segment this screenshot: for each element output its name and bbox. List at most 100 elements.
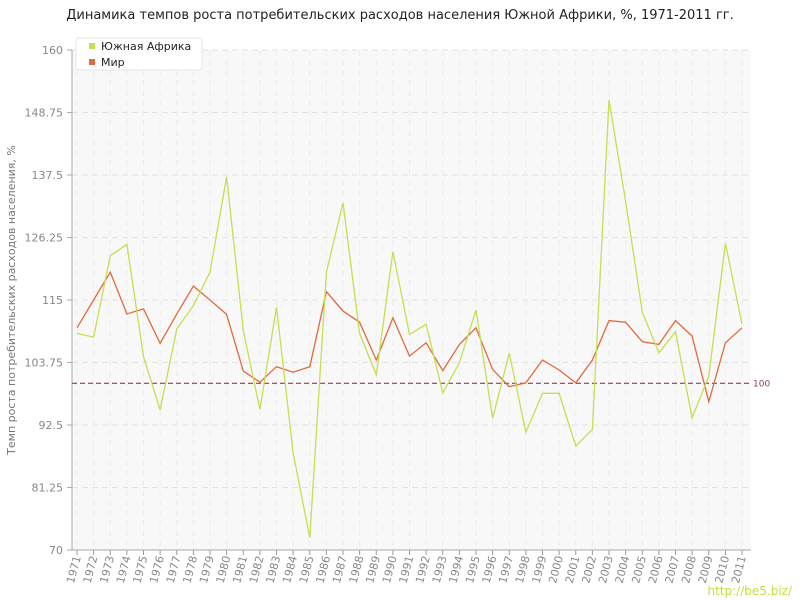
series-point-1 [740, 326, 743, 329]
series-point-1 [707, 400, 710, 403]
series-point-1 [641, 340, 644, 343]
series-point-1 [242, 370, 245, 373]
series-point-0 [242, 329, 245, 332]
series-point-0 [225, 175, 228, 178]
series-line-0 [76, 99, 743, 538]
series-point-0 [657, 351, 660, 354]
series-point-1 [192, 285, 195, 288]
series-lines [75, 98, 743, 538]
series-point-1 [508, 385, 511, 388]
series-point-1 [624, 321, 627, 324]
series-point-1 [292, 371, 295, 374]
chart-title: Динамика темпов роста потребительских ра… [66, 8, 734, 23]
series-point-0 [674, 330, 677, 333]
series-point-1 [175, 312, 178, 315]
axes [67, 49, 751, 555]
series-point-0 [208, 271, 211, 274]
y-tick-label: 70 [49, 544, 63, 557]
watermark[interactable]: http://be5.biz/ [695, 583, 800, 600]
series-point-1 [558, 368, 561, 371]
series-point-0 [558, 392, 561, 395]
series-point-0 [524, 431, 527, 434]
series-point-1 [441, 369, 444, 372]
series-point-1 [275, 365, 278, 368]
series-point-0 [292, 451, 295, 454]
x-tick-labels: 1971197219731974197519761977197819791980… [64, 554, 749, 584]
series-point-1 [159, 342, 162, 345]
series-point-0 [325, 271, 328, 274]
y-tick-label: 137.5 [32, 169, 64, 182]
series-point-1 [225, 313, 228, 316]
series-point-0 [607, 98, 610, 101]
series-point-0 [624, 200, 627, 203]
series-point-0 [724, 242, 727, 245]
series-point-1 [258, 381, 261, 384]
series-point-0 [341, 201, 344, 204]
series-point-0 [192, 304, 195, 307]
y-tick-label: 148.75 [25, 107, 64, 120]
legend-box [75, 37, 203, 71]
series-point-1 [308, 365, 311, 368]
series-point-0 [258, 408, 261, 411]
series-point-1 [691, 335, 694, 338]
series-point-1 [724, 341, 727, 344]
y-tick-label: 92.5 [39, 419, 64, 432]
x-tick-label: 2011 [729, 554, 749, 584]
y-tick-label: 160 [42, 44, 63, 57]
series-point-1 [391, 316, 394, 319]
y-tick-label: 115 [42, 294, 63, 307]
series-point-0 [175, 327, 178, 330]
series-point-1 [541, 358, 544, 361]
series-point-1 [125, 312, 128, 315]
series-point-0 [92, 336, 95, 339]
y-axis-label: Темп роста потребительских расходов насе… [5, 145, 18, 456]
series-point-0 [591, 428, 594, 431]
y-tick-labels: 160 148.75 137.5 126.25 115 103.75 92.5 81.25 70 [25, 44, 64, 557]
series-point-0 [441, 391, 444, 394]
series-point-0 [159, 408, 162, 411]
legend-label-0: Южная Африка [101, 40, 191, 53]
series-point-0 [541, 392, 544, 395]
series-point-1 [591, 358, 594, 361]
series-point-1 [458, 343, 461, 346]
reference-line: 100 [72, 379, 770, 389]
reference-line-label: 100 [753, 379, 770, 389]
series-point-1 [142, 307, 145, 310]
series-point-1 [607, 319, 610, 322]
series-point-1 [208, 298, 211, 301]
series-point-1 [491, 368, 494, 371]
series-point-1 [341, 310, 344, 313]
series-point-1 [524, 381, 527, 384]
series-point-0 [508, 352, 511, 355]
series-point-1 [425, 341, 428, 344]
series-point-0 [641, 311, 644, 314]
series-point-0 [109, 254, 112, 257]
series-point-1 [674, 319, 677, 322]
series-point-0 [358, 332, 361, 335]
y-tick-label: 81.25 [32, 482, 64, 495]
series-line-1 [76, 270, 743, 405]
series-point-0 [740, 322, 743, 325]
series-point-1 [75, 326, 78, 329]
series-point-0 [125, 243, 128, 246]
series-point-0 [458, 361, 461, 364]
series-point-1 [474, 326, 477, 329]
y-tick-label: 126.25 [25, 232, 64, 245]
legend-swatch-1 [89, 59, 95, 65]
series-point-0 [75, 332, 78, 335]
legend: Южная Африка Мир [75, 37, 203, 71]
series-point-0 [707, 375, 710, 378]
series-point-0 [391, 250, 394, 253]
series-point-1 [109, 271, 112, 274]
series-point-1 [657, 343, 660, 346]
series-point-0 [574, 445, 577, 448]
series-point-0 [491, 417, 494, 420]
y-tick-label: 103.75 [25, 357, 64, 370]
legend-swatch-0 [89, 43, 95, 49]
series-point-0 [408, 333, 411, 336]
series-point-1 [574, 381, 577, 384]
series-point-0 [425, 323, 428, 326]
series-point-0 [275, 306, 278, 309]
series-point-1 [408, 355, 411, 358]
